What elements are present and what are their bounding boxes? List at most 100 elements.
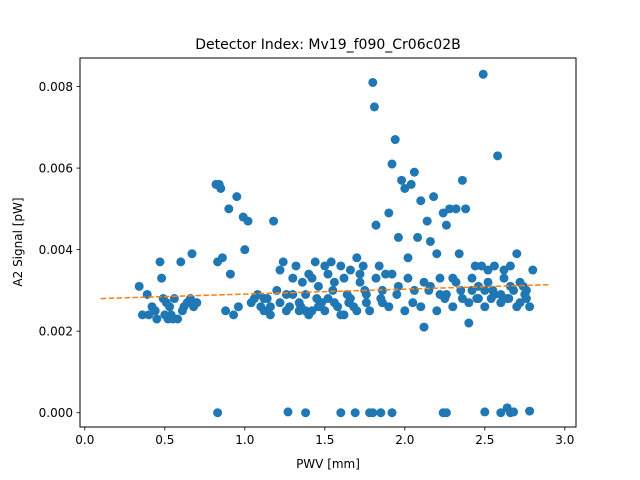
data-point [350, 408, 360, 418]
data-point [425, 236, 435, 246]
data-point [192, 298, 202, 308]
data-point [489, 261, 499, 271]
data-point [288, 273, 298, 283]
data-point [467, 285, 477, 295]
data-point [409, 285, 419, 295]
data-point [515, 277, 525, 287]
data-point [371, 220, 381, 230]
data-point [150, 306, 160, 316]
data-point [390, 135, 400, 145]
data-point [275, 298, 285, 308]
data-point [512, 302, 522, 312]
data-point [157, 273, 167, 283]
data-point [328, 285, 338, 295]
data-point [419, 277, 429, 287]
points-layer [134, 69, 538, 418]
data-point [323, 269, 333, 279]
data-point [435, 273, 445, 283]
data-point [480, 407, 490, 417]
data-point [376, 294, 386, 304]
data-point [457, 175, 467, 185]
data-point [438, 208, 448, 218]
data-point [525, 302, 535, 312]
x-axis: 0.0 0.5 1.0 1.5 2.0 2.5 3.0 [75, 427, 574, 447]
data-point [336, 310, 346, 320]
data-point [409, 167, 419, 177]
data-point [376, 408, 386, 418]
data-point [448, 302, 458, 312]
y-axis: 0.000 0.002 0.004 0.006 0.008 [39, 80, 80, 420]
data-point [297, 277, 307, 287]
data-point [323, 294, 333, 304]
data-point [278, 257, 288, 267]
data-point [345, 265, 355, 275]
data-point [371, 273, 381, 283]
data-point [352, 253, 362, 263]
data-point [477, 261, 487, 271]
fit-line [100, 283, 549, 300]
data-point [265, 302, 275, 312]
data-point [374, 261, 384, 271]
data-point [152, 314, 162, 324]
data-point [265, 310, 275, 320]
data-point [368, 408, 378, 418]
data-point [213, 408, 223, 418]
data-point [240, 245, 250, 255]
data-point [525, 406, 535, 416]
data-point [320, 261, 330, 271]
data-point [259, 306, 269, 316]
data-point [504, 294, 514, 304]
data-point [310, 257, 320, 267]
data-point [454, 249, 464, 259]
data-point [368, 77, 378, 87]
data-point [384, 302, 394, 312]
data-point [339, 273, 349, 283]
data-point [291, 261, 301, 271]
data-point [478, 69, 488, 79]
data-point [301, 289, 311, 299]
data-point [329, 298, 339, 308]
data-point [451, 204, 461, 214]
data-point [451, 277, 461, 287]
y-tick-label: 0.006 [39, 161, 73, 175]
data-point [387, 269, 397, 279]
data-point [512, 249, 522, 259]
data-point [392, 289, 402, 299]
data-point [381, 269, 391, 279]
data-point [464, 298, 474, 308]
data-point [464, 318, 474, 328]
data-point [288, 289, 298, 299]
data-point [243, 216, 253, 226]
data-point [441, 220, 451, 230]
data-point [400, 183, 410, 193]
y-axis-title: A2 Signal [pW] [11, 197, 25, 286]
data-point [505, 281, 515, 291]
data-point [155, 257, 165, 267]
data-point [134, 281, 144, 291]
data-point [422, 216, 432, 226]
data-point [269, 216, 279, 226]
data-point [483, 277, 493, 287]
data-point [461, 204, 471, 214]
data-point [416, 196, 426, 206]
data-point [216, 183, 226, 193]
data-point [496, 298, 506, 308]
data-point [225, 269, 235, 279]
data-point [528, 265, 538, 275]
data-point [137, 310, 147, 320]
data-point [470, 261, 480, 271]
data-point [413, 232, 423, 242]
data-point [429, 192, 439, 202]
data-point [432, 249, 442, 259]
data-point [329, 277, 339, 287]
data-point [361, 298, 371, 308]
data-point [301, 306, 311, 316]
data-point [336, 408, 346, 418]
data-point [313, 281, 323, 291]
data-point [326, 257, 336, 267]
data-point [307, 273, 317, 283]
data-point [313, 302, 323, 312]
x-tick-label: 2.5 [475, 433, 494, 447]
data-point [301, 408, 311, 418]
